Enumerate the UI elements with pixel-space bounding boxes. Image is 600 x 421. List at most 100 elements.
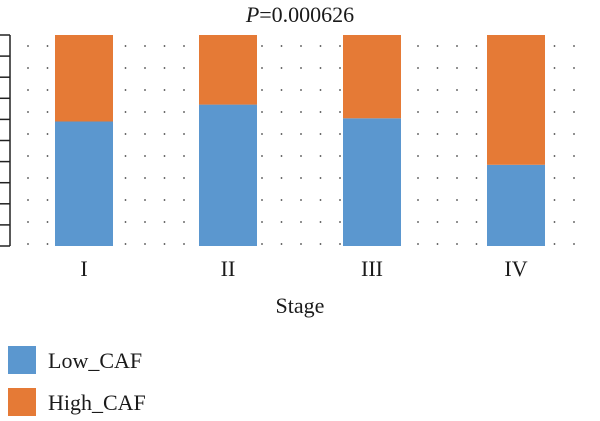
grid-dot [183, 243, 185, 245]
grid-dot [339, 155, 341, 157]
grid-dot [456, 243, 458, 245]
grid-dot [319, 221, 322, 223]
grid-dot [456, 133, 458, 135]
grid-dot [573, 45, 575, 47]
grid-dot [280, 111, 283, 113]
grid-dot [261, 111, 263, 113]
chart-title: P=0.000626 [245, 2, 354, 27]
grid-dot [163, 177, 166, 179]
grid-dot [163, 67, 166, 69]
grid-dot [436, 89, 439, 91]
bars [55, 35, 545, 246]
legend-label-high-caf: High_CAF [48, 390, 146, 415]
grid-dot [27, 177, 29, 179]
grid-dot [553, 221, 556, 223]
grid-dot [27, 45, 29, 47]
grid-dot [280, 177, 283, 179]
grid-dot [124, 45, 127, 47]
y-axis [0, 34, 11, 247]
legend-swatch-low-caf [8, 346, 36, 374]
grid-dot [27, 89, 29, 91]
grid-dot [573, 133, 575, 135]
grid-dot [46, 45, 49, 47]
grid-dot [456, 111, 458, 113]
grid-dot [46, 133, 49, 135]
grid-dot [339, 199, 341, 201]
grid-dot [124, 89, 127, 91]
legend-swatch-high-caf [8, 388, 36, 416]
grid-dot [456, 89, 458, 91]
grid-dot [280, 45, 283, 47]
grid-dot [46, 243, 49, 245]
grid-dot [183, 45, 185, 47]
x-axis-label: Stage [276, 293, 325, 318]
grid-dot [183, 221, 185, 223]
grid-dot [475, 243, 478, 245]
x-tick-label: I [80, 256, 87, 281]
grid-dot [300, 45, 302, 47]
grid-dot [300, 243, 302, 245]
grid-dot [280, 199, 283, 201]
grid-dot [163, 243, 166, 245]
grid-dot [553, 133, 556, 135]
grid-dot [144, 89, 146, 91]
title-p-letter: P [245, 2, 259, 27]
grid-dot [339, 177, 341, 179]
x-tick-label: II [221, 256, 236, 281]
grid-dot [319, 45, 322, 47]
grid-dot [553, 177, 556, 179]
grid-dot [280, 243, 283, 245]
grid-dot [261, 243, 263, 245]
grid-dot [475, 45, 478, 47]
grid-dot [124, 199, 127, 201]
grid-dot [27, 199, 29, 201]
grid-dot [475, 177, 478, 179]
grid-dot [261, 67, 263, 69]
grid-dot [261, 221, 263, 223]
grid-dot [163, 221, 166, 223]
grid-dot [339, 221, 341, 223]
grid-dot [300, 221, 302, 223]
grid-dot [280, 67, 283, 69]
grid-dot [124, 133, 127, 135]
bar-high-caf-i [55, 35, 113, 122]
grid-dot [573, 221, 575, 223]
grid-dot [124, 243, 127, 245]
grid-dot [319, 133, 322, 135]
grid-dot [436, 133, 439, 135]
grid-dot [27, 221, 29, 223]
grid-dot [339, 243, 341, 245]
grid-dot [124, 111, 127, 113]
grid-dot [163, 199, 166, 201]
grid-dot [46, 155, 49, 157]
grid-dot [183, 177, 185, 179]
grid-dot [319, 243, 322, 245]
grid-dot [300, 133, 302, 135]
grid-dot [183, 89, 185, 91]
grid-dot [319, 67, 322, 69]
grid-dot [456, 221, 458, 223]
grid-dot [456, 45, 458, 47]
grid-dot [280, 221, 283, 223]
grid-dot [417, 133, 419, 135]
grid-dot [27, 155, 29, 157]
grid-dot [163, 133, 166, 135]
grid-dot [553, 199, 556, 201]
grid-dot [300, 155, 302, 157]
grid-dot [300, 199, 302, 201]
grid-dot [475, 67, 478, 69]
grid-dot [144, 111, 146, 113]
grid-dot [339, 67, 341, 69]
grid-dot [436, 155, 439, 157]
grid-dot [261, 45, 263, 47]
grid-dot [417, 45, 419, 47]
grid-dot [280, 133, 283, 135]
grid-dot [339, 133, 341, 135]
title-p-value: =0.000626 [259, 2, 354, 27]
grid-dot [553, 45, 556, 47]
x-tick-label: III [361, 256, 383, 281]
grid-dot [553, 243, 556, 245]
grid-dot [163, 155, 166, 157]
grid-dot [124, 221, 127, 223]
grid-dot [553, 111, 556, 113]
